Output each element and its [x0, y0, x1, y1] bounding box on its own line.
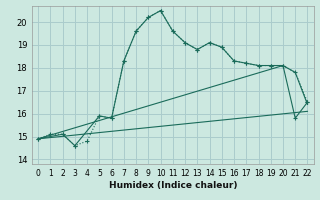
X-axis label: Humidex (Indice chaleur): Humidex (Indice chaleur): [108, 181, 237, 190]
